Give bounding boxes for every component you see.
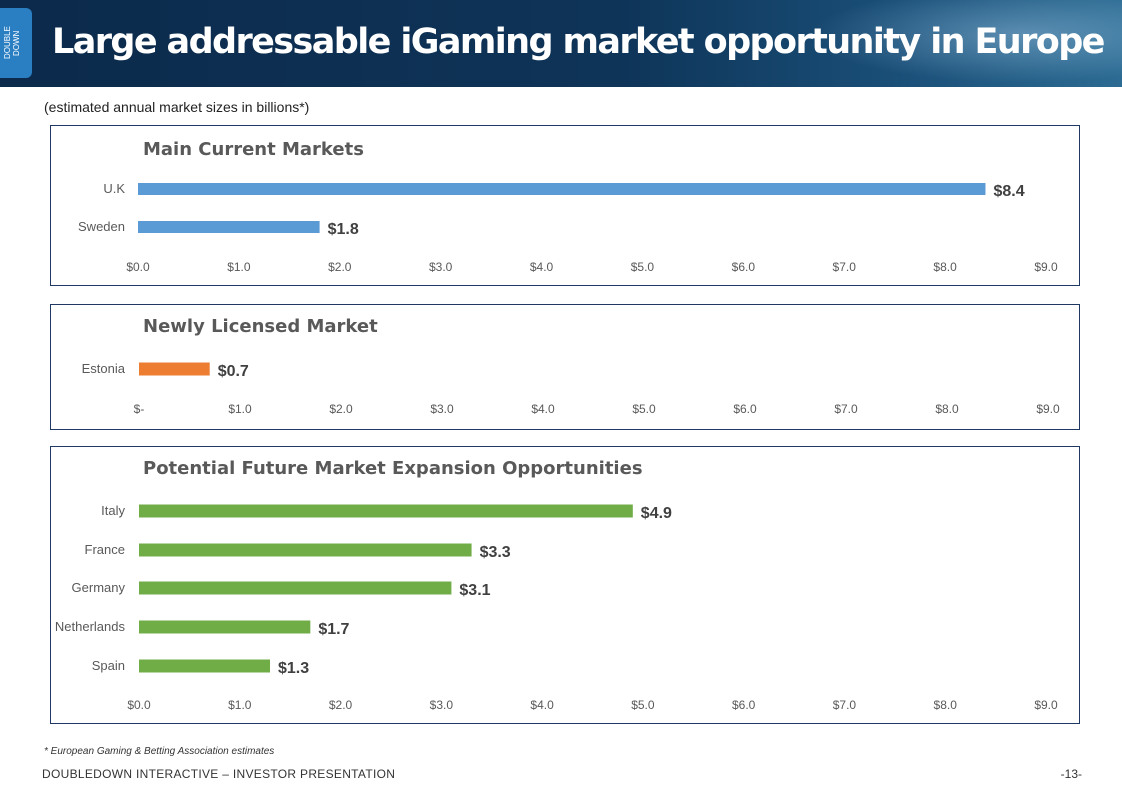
x-tick-label: $9.0 [1034, 698, 1058, 712]
data-label: $3.1 [459, 582, 490, 599]
bar-germany [139, 581, 452, 595]
page-subtitle: (estimated annual market sizes in billio… [44, 99, 310, 115]
x-tick-label: $3.0 [429, 260, 453, 274]
bar-france [139, 543, 472, 557]
page-title: Large addressable iGaming market opportu… [52, 22, 1105, 62]
data-label: $3.3 [480, 544, 511, 561]
chart-panel-newly-licensed: Newly Licensed Market $- $1.0 $2.0 $3.0 $4.0… [50, 304, 1080, 430]
data-label: $8.4 [993, 183, 1024, 200]
x-tick-label: $4.0 [530, 260, 554, 274]
x-tick-label: $9.0 [1036, 402, 1060, 416]
data-label: $1.3 [278, 660, 309, 677]
x-tick-label: $3.0 [430, 402, 454, 416]
logo-text: DOUBLE DOWN [3, 26, 21, 60]
data-label: $4.9 [641, 505, 672, 522]
data-label: $1.7 [318, 621, 349, 638]
header-banner: DOUBLE DOWN Large addressable iGaming ma… [0, 0, 1122, 87]
x-tick-label: $3.0 [430, 698, 454, 712]
x-tick-label: $4.0 [531, 402, 555, 416]
doubledown-logo: DOUBLE DOWN [0, 8, 32, 78]
x-tick-label: $0.0 [126, 260, 150, 274]
category-label: Italy [101, 503, 125, 518]
x-tick-label: $8.0 [935, 402, 959, 416]
data-label: $0.7 [218, 363, 249, 380]
page-number: -13- [1060, 767, 1082, 781]
category-label: Germany [72, 580, 126, 595]
footnote: * European Gaming & Betting Association … [44, 746, 275, 757]
chart-main-markets: $0.0 $1.0 $2.0 $3.0 $4.0 $5.0 $6.0 $7.0 $8.0 $9.0… [78, 181, 1058, 274]
x-tick-label: $7.0 [833, 698, 857, 712]
x-tick-label: $7.0 [834, 402, 858, 416]
category-label: U.K [103, 181, 125, 196]
x-tick-label: $8.0 [933, 260, 957, 274]
x-tick-label: $5.0 [631, 260, 655, 274]
bar-sweden [138, 221, 320, 233]
bar-estonia [139, 362, 210, 376]
category-label: Spain [92, 658, 125, 673]
x-tick-label: $5.0 [631, 698, 655, 712]
x-tick-label: $6.0 [732, 260, 756, 274]
x-tick-label: $1.0 [228, 402, 252, 416]
chart-title: Newly Licensed Market [143, 316, 378, 337]
bar-italy [139, 504, 633, 518]
x-tick-label: $2.0 [329, 698, 353, 712]
bar-spain [139, 659, 271, 673]
bar-u-k [138, 183, 986, 195]
chart-panel-future-markets: Potential Future Market Expansion Opport… [50, 446, 1080, 724]
x-tick-label: $7.0 [833, 260, 857, 274]
x-tick-label: $0.0 [127, 698, 151, 712]
x-tick-label: $1.0 [227, 260, 251, 274]
data-label: $1.8 [328, 221, 359, 238]
x-tick-label: $2.0 [329, 402, 353, 416]
x-tick-label: $2.0 [328, 260, 352, 274]
x-tick-label: $5.0 [632, 402, 656, 416]
chart-newly-licensed: $- $1.0 $2.0 $3.0 $4.0 $5.0 $6.0 $7.0 $8.0 $9.0 Es… [82, 361, 1060, 416]
chart-panel-main-markets: Main Current Markets $0.0 $1.0 $2.0 $3.0 $4.… [50, 125, 1080, 286]
chart-title: Potential Future Market Expansion Opport… [143, 458, 643, 479]
chart-future-markets: $0.0 $1.0 $2.0 $3.0 $4.0 $5.0 $6.0 $7.0 $8.0 $9.0… [55, 503, 1058, 712]
x-tick-label: $4.0 [530, 698, 554, 712]
category-label: Estonia [82, 361, 126, 376]
x-tick-label: $6.0 [733, 402, 757, 416]
category-label: Netherlands [55, 619, 126, 634]
bar-netherlands [139, 620, 311, 634]
footer-text: DOUBLEDOWN INTERACTIVE – INVESTOR PRESEN… [42, 767, 396, 781]
x-tick-label: $9.0 [1034, 260, 1058, 274]
chart-title: Main Current Markets [143, 139, 364, 160]
x-tick-label: $- [134, 402, 145, 416]
header-decoration [792, 0, 1122, 87]
x-tick-label: $1.0 [228, 698, 252, 712]
category-label: Sweden [78, 219, 125, 234]
category-label: France [85, 542, 125, 557]
x-tick-label: $6.0 [732, 698, 756, 712]
x-tick-label: $8.0 [934, 698, 958, 712]
